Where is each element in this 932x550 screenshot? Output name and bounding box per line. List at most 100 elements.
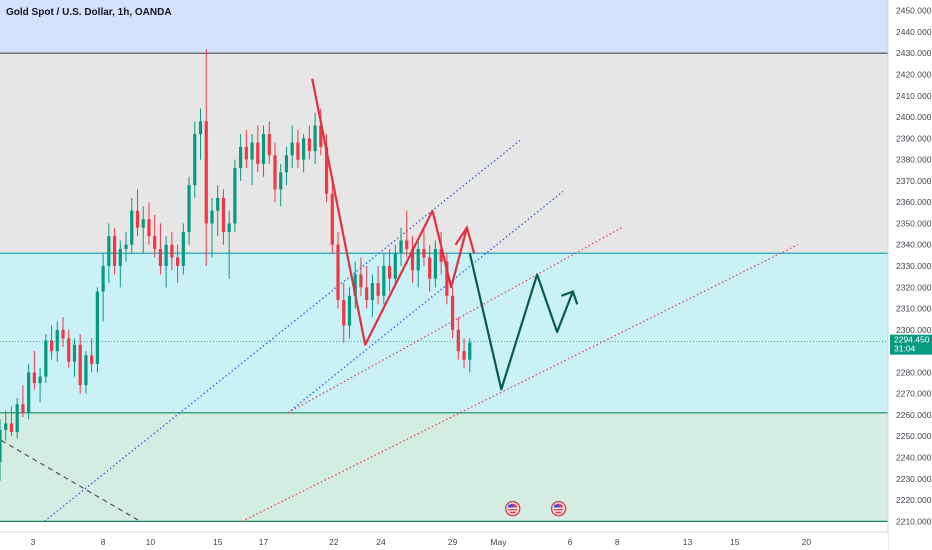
price-tick-label: 2400.000 xyxy=(896,112,932,122)
event-stripe xyxy=(507,507,518,509)
candle-body xyxy=(176,257,180,266)
candle-body xyxy=(124,244,128,249)
candle-body xyxy=(365,287,369,301)
price-tick-label: 2440.000 xyxy=(896,27,932,37)
candle-body xyxy=(95,291,99,364)
candle-body xyxy=(61,329,65,339)
candle-body xyxy=(141,219,145,228)
candle-body xyxy=(445,261,449,296)
candle-body xyxy=(227,223,231,232)
candle-body xyxy=(112,236,117,266)
candle-body xyxy=(342,300,346,326)
time-tick-label: 29 xyxy=(448,537,458,547)
time-tick-label: 10 xyxy=(146,537,156,547)
price-tick-label: 2280.000 xyxy=(896,367,932,377)
candle-body xyxy=(296,142,300,160)
price-tick-label: 2350.000 xyxy=(896,218,932,228)
price-tick-label: 2330.000 xyxy=(896,261,932,271)
last-price-value: 2294.450 xyxy=(894,335,930,345)
price-tick-label: 2410.000 xyxy=(896,91,932,101)
time-tick-label: 22 xyxy=(329,537,339,547)
candle-body xyxy=(147,219,151,237)
time-tick-label: 24 xyxy=(376,537,386,547)
time-tick-label: May xyxy=(490,537,507,547)
candle-body xyxy=(376,283,380,296)
candle-body xyxy=(353,274,357,296)
event-stripe xyxy=(553,507,564,509)
candle-body xyxy=(370,283,374,301)
last-price-tag: 2294.450 31:04 xyxy=(890,334,932,355)
time-tick-label: 13 xyxy=(683,537,693,547)
event-markers[interactable] xyxy=(504,500,567,517)
candle-body xyxy=(0,429,2,462)
candlestick-series xyxy=(0,48,472,481)
candle-body xyxy=(210,210,214,224)
price-tick-label: 2310.000 xyxy=(896,304,932,314)
candle-body xyxy=(387,266,392,279)
candle-body xyxy=(49,340,54,352)
candle-body xyxy=(9,423,14,432)
event-stripe xyxy=(507,510,518,512)
candle-body xyxy=(90,355,94,364)
candle-body xyxy=(118,248,122,266)
candle-body xyxy=(302,138,306,160)
green-projection-arrowhead xyxy=(561,290,579,305)
candle-body xyxy=(78,344,82,386)
blue-channel-1-line xyxy=(44,139,521,522)
candle-body xyxy=(307,138,311,152)
price-tick-label: 2250.000 xyxy=(896,431,932,441)
price-tick-label: 2320.000 xyxy=(896,282,932,292)
price-tick-label: 2430.000 xyxy=(896,48,932,58)
event-canton xyxy=(554,504,559,508)
price-tick-label: 2360.000 xyxy=(896,197,932,207)
candle-body xyxy=(72,344,77,362)
price-tick-label: 2340.000 xyxy=(896,240,932,250)
candle-body xyxy=(405,240,409,249)
time-axis-background[interactable] xyxy=(0,532,888,550)
candle-body xyxy=(439,248,443,262)
time-tick-label: 15 xyxy=(213,537,223,547)
time-tick-label: 8 xyxy=(101,537,106,547)
candle-body xyxy=(450,295,455,330)
blue-channel-2-line xyxy=(287,191,564,414)
candle-body xyxy=(101,266,105,292)
candle-body xyxy=(330,193,334,245)
candle-body xyxy=(193,134,197,186)
price-tick-label: 2270.000 xyxy=(896,389,932,399)
candle-body xyxy=(416,248,420,271)
candle-body xyxy=(84,355,88,386)
price-tick-label: 2260.000 xyxy=(896,410,932,420)
candle-body xyxy=(261,134,266,164)
time-tick-label: 20 xyxy=(802,537,812,547)
candle-body xyxy=(359,274,363,288)
candle-body xyxy=(336,244,340,301)
candle-body xyxy=(273,155,277,190)
candle-body xyxy=(239,146,243,169)
event-canton xyxy=(508,504,513,508)
candle-body xyxy=(44,340,48,377)
price-tick-label: 2420.000 xyxy=(896,69,932,79)
us-flag-event-icon[interactable] xyxy=(504,500,521,517)
candle-body xyxy=(462,351,466,360)
candle-body xyxy=(319,125,323,147)
price-tick-label: 2240.000 xyxy=(896,453,932,463)
time-tick-label: 17 xyxy=(259,537,269,547)
candle-body xyxy=(130,210,134,245)
candle-body xyxy=(399,240,403,254)
price-axis-background[interactable] xyxy=(888,0,932,550)
trend-lines xyxy=(1,139,799,522)
candle-body xyxy=(433,248,438,279)
price-tick-label: 2380.000 xyxy=(896,155,932,165)
candle-body xyxy=(290,142,294,156)
event-stripe xyxy=(553,510,564,512)
candle-body xyxy=(4,423,8,430)
zone-support xyxy=(0,412,888,522)
candle-body xyxy=(393,253,397,279)
candle-body xyxy=(198,121,203,135)
candle-body xyxy=(313,125,317,152)
zone-upper xyxy=(0,0,888,54)
us-flag-event-icon[interactable] xyxy=(550,500,567,517)
red-zigzag-pattern xyxy=(311,78,468,346)
candle-body xyxy=(382,266,386,296)
